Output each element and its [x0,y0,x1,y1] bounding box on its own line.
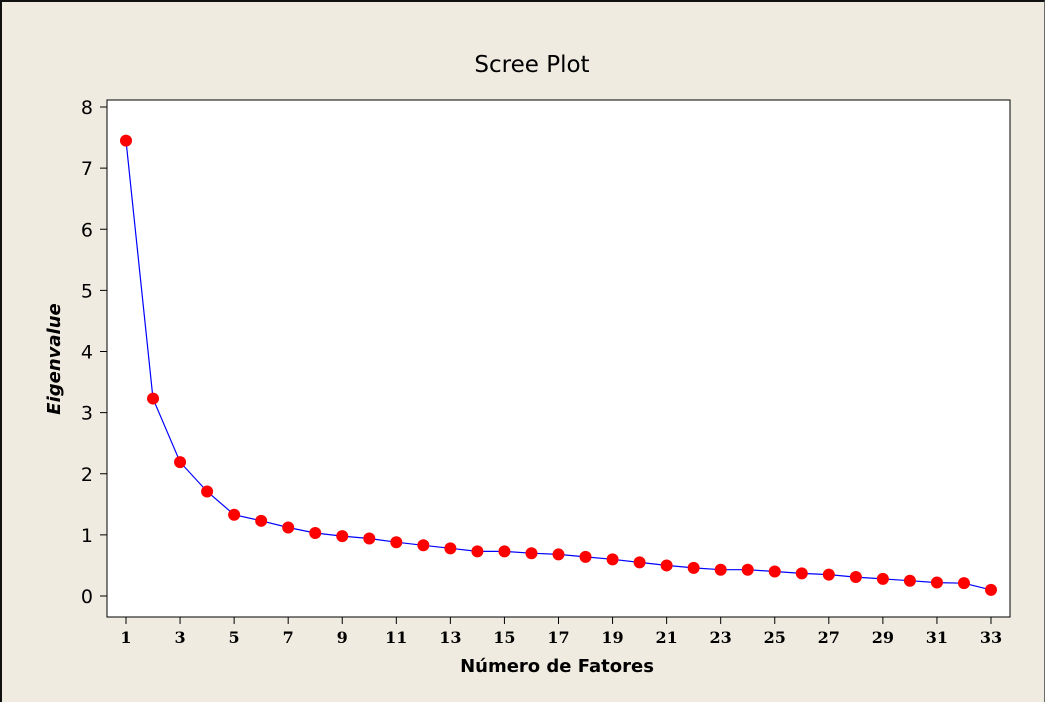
x-axis: 1 3 5 7 9 11 13 15 17 19 21 23 25 27 29 31 33 [120,617,1002,647]
y-tick-label: 0 [81,586,93,608]
y-tick-label: 4 [81,342,93,364]
data-point-marker [579,550,592,563]
chart-title: Scree Plot [474,52,589,78]
x-axis-label: Número de Fatores [460,656,654,677]
y-tick-label: 5 [81,280,93,302]
data-point-marker [849,571,862,584]
data-point-marker [606,553,619,566]
y-tick-label: 7 [81,158,93,180]
data-point-marker [525,547,538,560]
x-tick-label: 23 [710,628,732,647]
x-tick-label: 9 [337,628,348,647]
data-point-marker [687,561,700,574]
data-point-marker [498,545,511,558]
data-point-marker [147,392,160,405]
plot-area [106,99,1011,618]
data-point-marker [282,521,295,534]
x-tick-label: 13 [439,628,461,647]
x-tick-label: 11 [385,628,407,647]
x-tick-label: 27 [818,628,840,647]
data-point-marker [174,456,187,469]
data-point-marker [795,567,808,580]
x-tick-label: 25 [764,628,786,647]
data-point-marker [903,574,916,587]
y-tick-label: 3 [81,403,93,425]
data-point-marker [309,527,322,540]
x-tick-label: 15 [493,628,515,647]
data-points [120,134,997,596]
data-point-marker [336,530,349,543]
data-point-marker [822,568,835,581]
data-point-marker [741,563,754,576]
data-point-marker [552,548,565,561]
data-point-marker [363,532,376,545]
data-point-marker [768,565,781,578]
data-point-marker [444,542,457,555]
x-tick-label: 3 [174,628,185,647]
data-point-marker [714,563,727,576]
data-point-marker [417,539,430,552]
x-tick-label: 17 [547,628,569,647]
data-point-marker [660,559,673,572]
data-point-marker [201,485,214,498]
data-point-marker [255,514,268,527]
y-tick-label: 8 [81,97,93,119]
data-point-marker [390,536,403,549]
data-point-marker [471,545,484,558]
data-point-marker [120,134,132,147]
data-point-marker [985,583,997,596]
x-tick-label: 7 [283,628,294,647]
x-tick-label: 19 [601,628,623,647]
x-tick-label: 31 [926,628,948,647]
y-tick-label: 6 [81,219,93,241]
y-tick-label: 2 [81,464,93,486]
data-point-marker [228,508,241,521]
x-tick-label: 33 [980,628,1002,647]
data-point-marker [876,572,889,585]
data-point-marker [930,576,943,589]
data-point-marker [633,556,646,569]
x-tick-label: 1 [120,628,131,647]
y-axis-label: Eigenvalue [44,303,65,414]
y-tick-label: 1 [81,525,93,547]
data-point-marker [957,577,970,590]
y-axis: 0 1 2 3 4 5 6 7 8 [81,97,107,608]
x-tick-label: 5 [229,628,240,647]
x-tick-label: 21 [655,628,677,647]
x-tick-label: 29 [872,628,894,647]
